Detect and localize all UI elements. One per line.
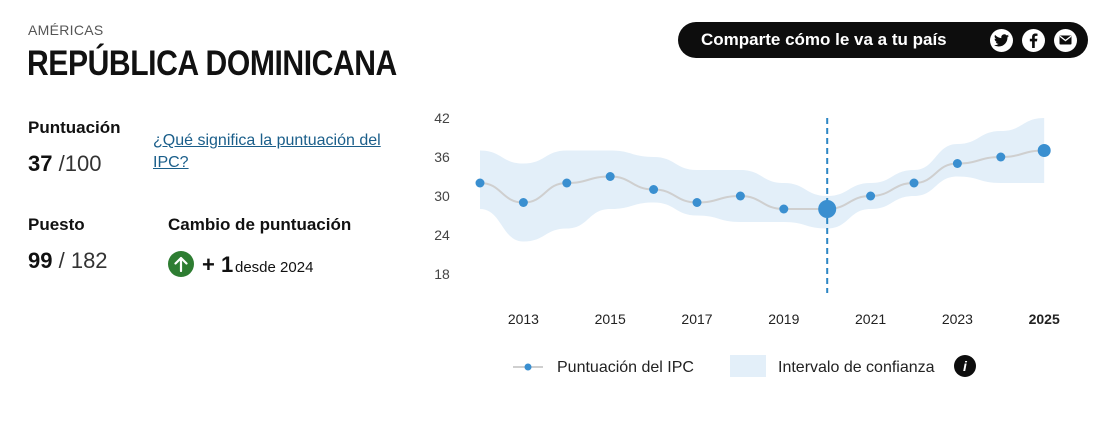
data-point-2014[interactable] (562, 178, 572, 188)
x-tick-label: 2015 (595, 311, 626, 327)
data-point-2019[interactable] (779, 204, 789, 214)
data-point-2016[interactable] (649, 185, 659, 194)
data-point-2015[interactable] (605, 172, 615, 181)
rank-value: 99 / 182 (28, 248, 108, 274)
data-point-2020[interactable] (818, 200, 837, 218)
score-number: 37 (28, 151, 53, 176)
data-point-2017[interactable] (692, 198, 702, 207)
x-tick-label: 2013 (508, 311, 539, 327)
share-label: Comparte cómo le va a tu país (701, 30, 947, 49)
y-tick-label: 24 (434, 227, 450, 243)
change-label: Cambio de puntuación (168, 215, 352, 234)
data-point-2023[interactable] (952, 159, 962, 168)
change-since: desde 2024 (235, 259, 314, 276)
score-line (479, 149, 1045, 210)
legend-point-swatch (524, 363, 532, 371)
rank-label: Puesto (28, 215, 85, 234)
change-value: + 1 (202, 252, 234, 277)
score-info-link[interactable]: ¿Qué significa la puntuación del IPC? (153, 132, 381, 171)
data-point-2013[interactable] (518, 198, 528, 207)
y-tick-label: 30 (434, 188, 450, 204)
y-tick-labels: 42 36 30 24 18 (434, 110, 450, 282)
share-bar: Comparte cómo le va a tu país (678, 22, 1088, 58)
x-tick-label: 2019 (768, 311, 799, 327)
confidence-band (480, 118, 1045, 242)
country-title: REPÚBLICA DOMINICANA (27, 44, 397, 83)
region-label: AMÉRICAS (28, 22, 104, 38)
info-icon[interactable] (954, 355, 976, 377)
score-line-layer (479, 149, 1045, 210)
data-point-2022[interactable] (909, 178, 919, 188)
rank-number: 99 (28, 248, 53, 273)
x-tick-label: 2017 (681, 311, 712, 327)
x-tick-label: 2025 (1029, 311, 1060, 327)
legend-series-label: Puntuación del IPC (557, 359, 694, 376)
y-tick-label: 36 (434, 149, 450, 165)
chart-legend: Puntuación del IPC Intervalo de confianz… (513, 355, 976, 377)
arrow-up-icon (168, 251, 194, 277)
y-tick-label: 42 (434, 110, 450, 126)
x-tick-label: 2023 (942, 311, 973, 327)
data-point-2024[interactable] (996, 152, 1006, 162)
facebook-icon[interactable] (1022, 28, 1045, 52)
twitter-icon[interactable] (990, 28, 1013, 52)
data-point-2025[interactable] (1037, 144, 1051, 157)
legend-band-swatch (730, 355, 766, 377)
legend-band-label: Intervalo de confianza (778, 359, 935, 376)
score-label: Puntuación (28, 118, 121, 137)
x-tick-labels: 2013 2015 2017 2019 2021 2023 2025 (508, 311, 1060, 327)
y-tick-label: 18 (434, 266, 450, 282)
x-tick-label: 2021 (855, 311, 886, 327)
data-point-2021[interactable] (866, 191, 876, 201)
score-max: /100 (58, 151, 102, 176)
score-points-layer (475, 144, 1051, 218)
score-value: 37 /100 (28, 151, 101, 177)
confidence-band-layer (480, 118, 1045, 242)
rank-total: / 182 (58, 248, 108, 273)
email-icon[interactable] (1054, 28, 1077, 52)
data-point-2012[interactable] (475, 178, 485, 188)
data-point-2018[interactable] (735, 191, 745, 201)
